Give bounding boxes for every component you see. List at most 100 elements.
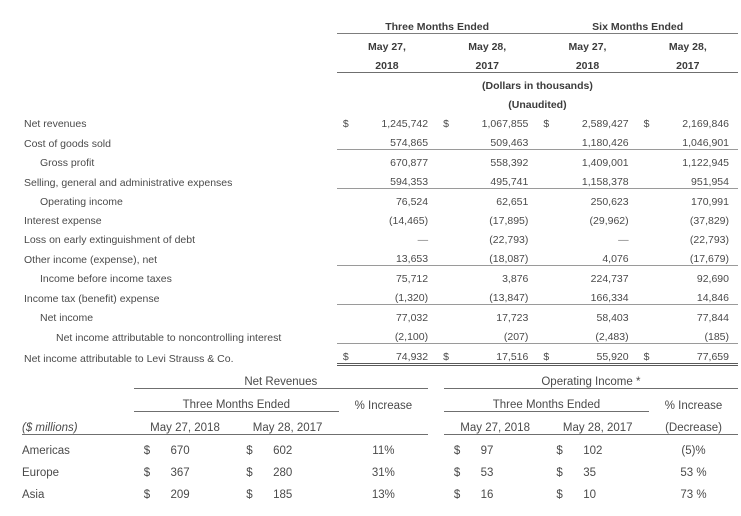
section-title-operating-income: Operating Income *: [443, 366, 738, 389]
region-label: Asia: [22, 489, 45, 501]
operating-income-pct-change: 73 %: [680, 489, 707, 501]
currency-symbol: $: [336, 343, 353, 366]
currency-symbol: $: [143, 445, 151, 457]
table-row: Europe $367 $280 31% $53 $35 53 %: [22, 457, 738, 479]
currency-symbol: $: [246, 489, 253, 501]
currency-symbol: $: [637, 343, 654, 366]
operating-income-2017: 35: [583, 467, 597, 479]
numeric-cell: 58,403: [553, 304, 638, 324]
numeric-cell: —: [618, 234, 629, 246]
segment-section-title-row: Net Revenues Operating Income *: [22, 366, 738, 389]
currency-symbol: [337, 130, 353, 150]
currency-symbol: [537, 227, 553, 246]
row-label: Interest expense: [24, 215, 102, 227]
operating-income-2017: 102: [583, 445, 603, 457]
row-label: Net income: [40, 312, 94, 324]
currency-symbol: [337, 246, 353, 266]
numeric-cell: 1,122,945: [653, 149, 738, 169]
numeric-cell: 1,158,378: [581, 176, 629, 188]
table-row: Asia $209 $185 13% $16 $10 73 %: [22, 479, 738, 501]
spacer: [428, 479, 444, 501]
currency-symbol: [537, 208, 553, 227]
currency-symbol: [537, 149, 554, 169]
section-title-net-revenues: Net Revenues: [133, 366, 428, 389]
currency-symbol: [437, 324, 453, 344]
segment-results-table: Net Revenues Operating Income * Three Mo…: [22, 366, 738, 501]
currency-symbol: [638, 130, 654, 150]
currency-symbol: [336, 304, 353, 324]
row-label: Net revenues: [24, 118, 87, 130]
numeric-cell: 1,245,742: [381, 118, 429, 130]
table-row: Interest expense (14,465) (17,895) (29,962)…: [22, 208, 738, 227]
currency-symbol: [437, 169, 453, 189]
col-header-net-2017: May 28, 2017: [236, 411, 339, 435]
currency-symbol: $: [543, 118, 550, 130]
row-label: Net income attributable to noncontrollin…: [56, 331, 282, 344]
table-row: Americas $670 $602 11% $97 $102 (5)%: [22, 435, 738, 457]
numeric-cell: (17,895): [489, 215, 529, 227]
currency-symbol: [336, 188, 353, 208]
currency-symbol: $: [537, 343, 554, 366]
currency-symbol: $: [246, 445, 253, 457]
currency-symbol: [637, 304, 654, 324]
numeric-cell: 77,659: [653, 343, 738, 366]
spacer: [22, 73, 337, 93]
currency-symbol: $: [143, 489, 151, 501]
currency-symbol: [638, 227, 654, 246]
period-label-operating-income: Three Months Ended: [443, 388, 650, 412]
net-revenue-pct-increase: 31%: [371, 467, 395, 479]
numeric-cell: 509,463: [490, 137, 529, 149]
numeric-cell: 77,844: [653, 304, 738, 324]
net-revenue-2017: 280: [273, 467, 293, 479]
currency-symbol: [537, 130, 553, 150]
row-label: Income tax (benefit) expense: [24, 292, 160, 305]
numeric-cell: 1,409,001: [553, 149, 638, 169]
currency-symbol: $: [556, 445, 563, 457]
numeric-cell: 1,067,855: [481, 118, 529, 130]
currency-symbol: [638, 246, 654, 266]
numeric-cell: (18,087): [489, 253, 529, 265]
date-header-row-2: 2018 2017 2018 2017: [22, 53, 738, 73]
spacer: [22, 92, 337, 111]
currency-symbol: [537, 246, 553, 266]
pct-header-operating-income-line1: % Increase: [664, 399, 723, 412]
numeric-cell: 1,180,426: [581, 137, 629, 149]
currency-symbol: [638, 285, 654, 305]
net-revenue-2018: 209: [170, 489, 190, 501]
currency-symbol: [437, 188, 454, 208]
segment-period-row: Three Months Ended % Increase Three Mont…: [22, 388, 738, 412]
currency-symbol: [337, 169, 353, 189]
currency-symbol: [337, 227, 353, 246]
operating-income-2018: 16: [480, 489, 494, 501]
numeric-cell: (14,465): [388, 215, 429, 227]
date-header-3-line1: May 27,: [568, 41, 607, 53]
net-revenue-2017: 185: [273, 489, 293, 501]
net-revenue-2018: 670: [170, 445, 190, 457]
operating-income-pct-change: (5)%: [681, 445, 706, 457]
net-revenue-pct-increase: 11%: [372, 445, 395, 457]
spacer: [428, 366, 444, 389]
row-label: Net income attributable to Levi Strauss …: [24, 352, 234, 365]
numeric-cell: 77,032: [352, 304, 438, 324]
numeric-cell: 250,623: [553, 188, 638, 208]
currency-symbol: $: [143, 467, 151, 479]
income-statement-table: Three Months Ended Six Months Ended May …: [22, 14, 738, 366]
table-row: Net income attributable to Levi Strauss …: [22, 343, 738, 366]
currency-symbol: [437, 304, 454, 324]
audit-note-row: (Unaudited): [22, 92, 738, 111]
numeric-cell: 951,954: [691, 176, 729, 188]
spacer: [428, 389, 444, 412]
date-header-1-line1: May 27,: [367, 41, 406, 53]
currency-symbol: $: [556, 489, 563, 501]
date-header-2-line2: 2017: [475, 60, 499, 72]
row-label: Selling, general and administrative expe…: [24, 176, 233, 189]
numeric-cell: 670,877: [352, 149, 438, 169]
date-header-1-line2: 2018: [375, 60, 399, 72]
numeric-cell: 495,741: [490, 176, 529, 188]
currency-symbol: $: [453, 445, 461, 457]
numeric-cell: —: [417, 234, 429, 246]
numeric-cell: (207): [503, 331, 529, 343]
currency-symbol: [337, 324, 353, 344]
numeric-cell: 4,076: [602, 253, 629, 265]
numeric-cell: (22,793): [489, 234, 529, 246]
